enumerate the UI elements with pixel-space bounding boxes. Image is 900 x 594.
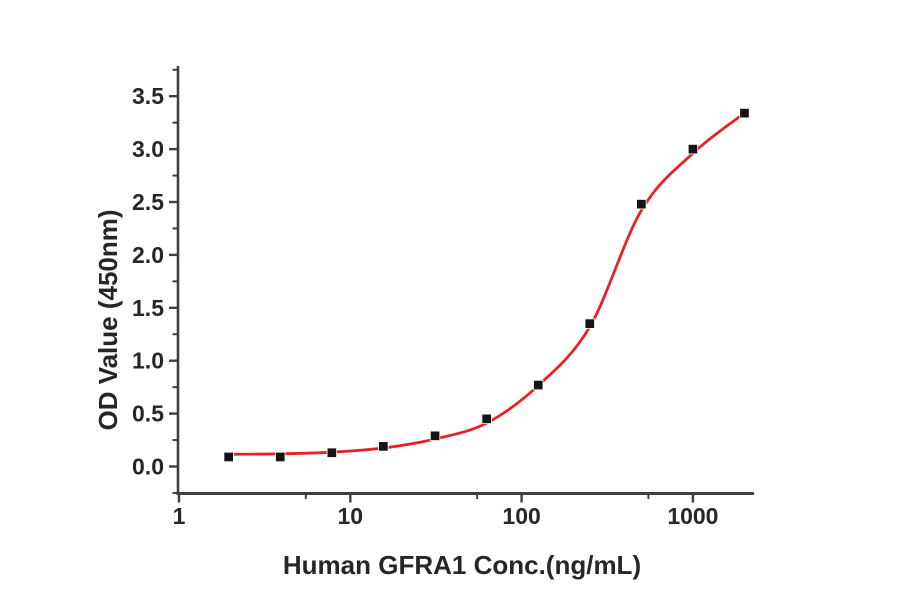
- y-tick-label: 1.0: [132, 348, 164, 374]
- y-axis-title: OD Value (450nm): [93, 209, 123, 430]
- x-axis-title: Human GFRA1 Conc.(ng/mL): [283, 550, 641, 580]
- y-tick-label: 1.5: [132, 295, 164, 321]
- x-tick-label: 1000: [667, 503, 718, 529]
- data-point-marker: [429, 430, 441, 442]
- data-point-marker: [739, 108, 750, 119]
- data-point-markers: [223, 108, 750, 463]
- data-point-marker: [275, 451, 286, 463]
- data-point-marker: [378, 441, 389, 452]
- y-tick-label: 3.0: [132, 136, 164, 162]
- x-tick-label: 100: [502, 503, 540, 529]
- y-tick-label: 2.0: [132, 242, 164, 268]
- x-tick-label: 1: [173, 503, 186, 529]
- data-point-marker: [326, 447, 338, 458]
- y-tick-label: 2.5: [132, 189, 164, 215]
- data-point-marker: [533, 379, 544, 391]
- fit-curve-line: [225, 111, 746, 456]
- x-tick-label: 10: [338, 503, 364, 529]
- data-point-marker: [687, 143, 699, 155]
- data-point-marker: [481, 413, 492, 425]
- tick-labels: 0.0 0.5 1.0 1.5 2.0 2.5 3.0 3.5 1 10 100 1000: [132, 83, 718, 529]
- y-tick-label: 0.0: [132, 454, 164, 480]
- y-tick-label: 3.5: [132, 83, 164, 109]
- data-point-marker: [636, 198, 647, 210]
- data-point-marker: [584, 318, 595, 329]
- y-tick-label: 0.5: [132, 401, 164, 427]
- data-point-marker: [223, 451, 234, 463]
- axes: [169, 66, 754, 503]
